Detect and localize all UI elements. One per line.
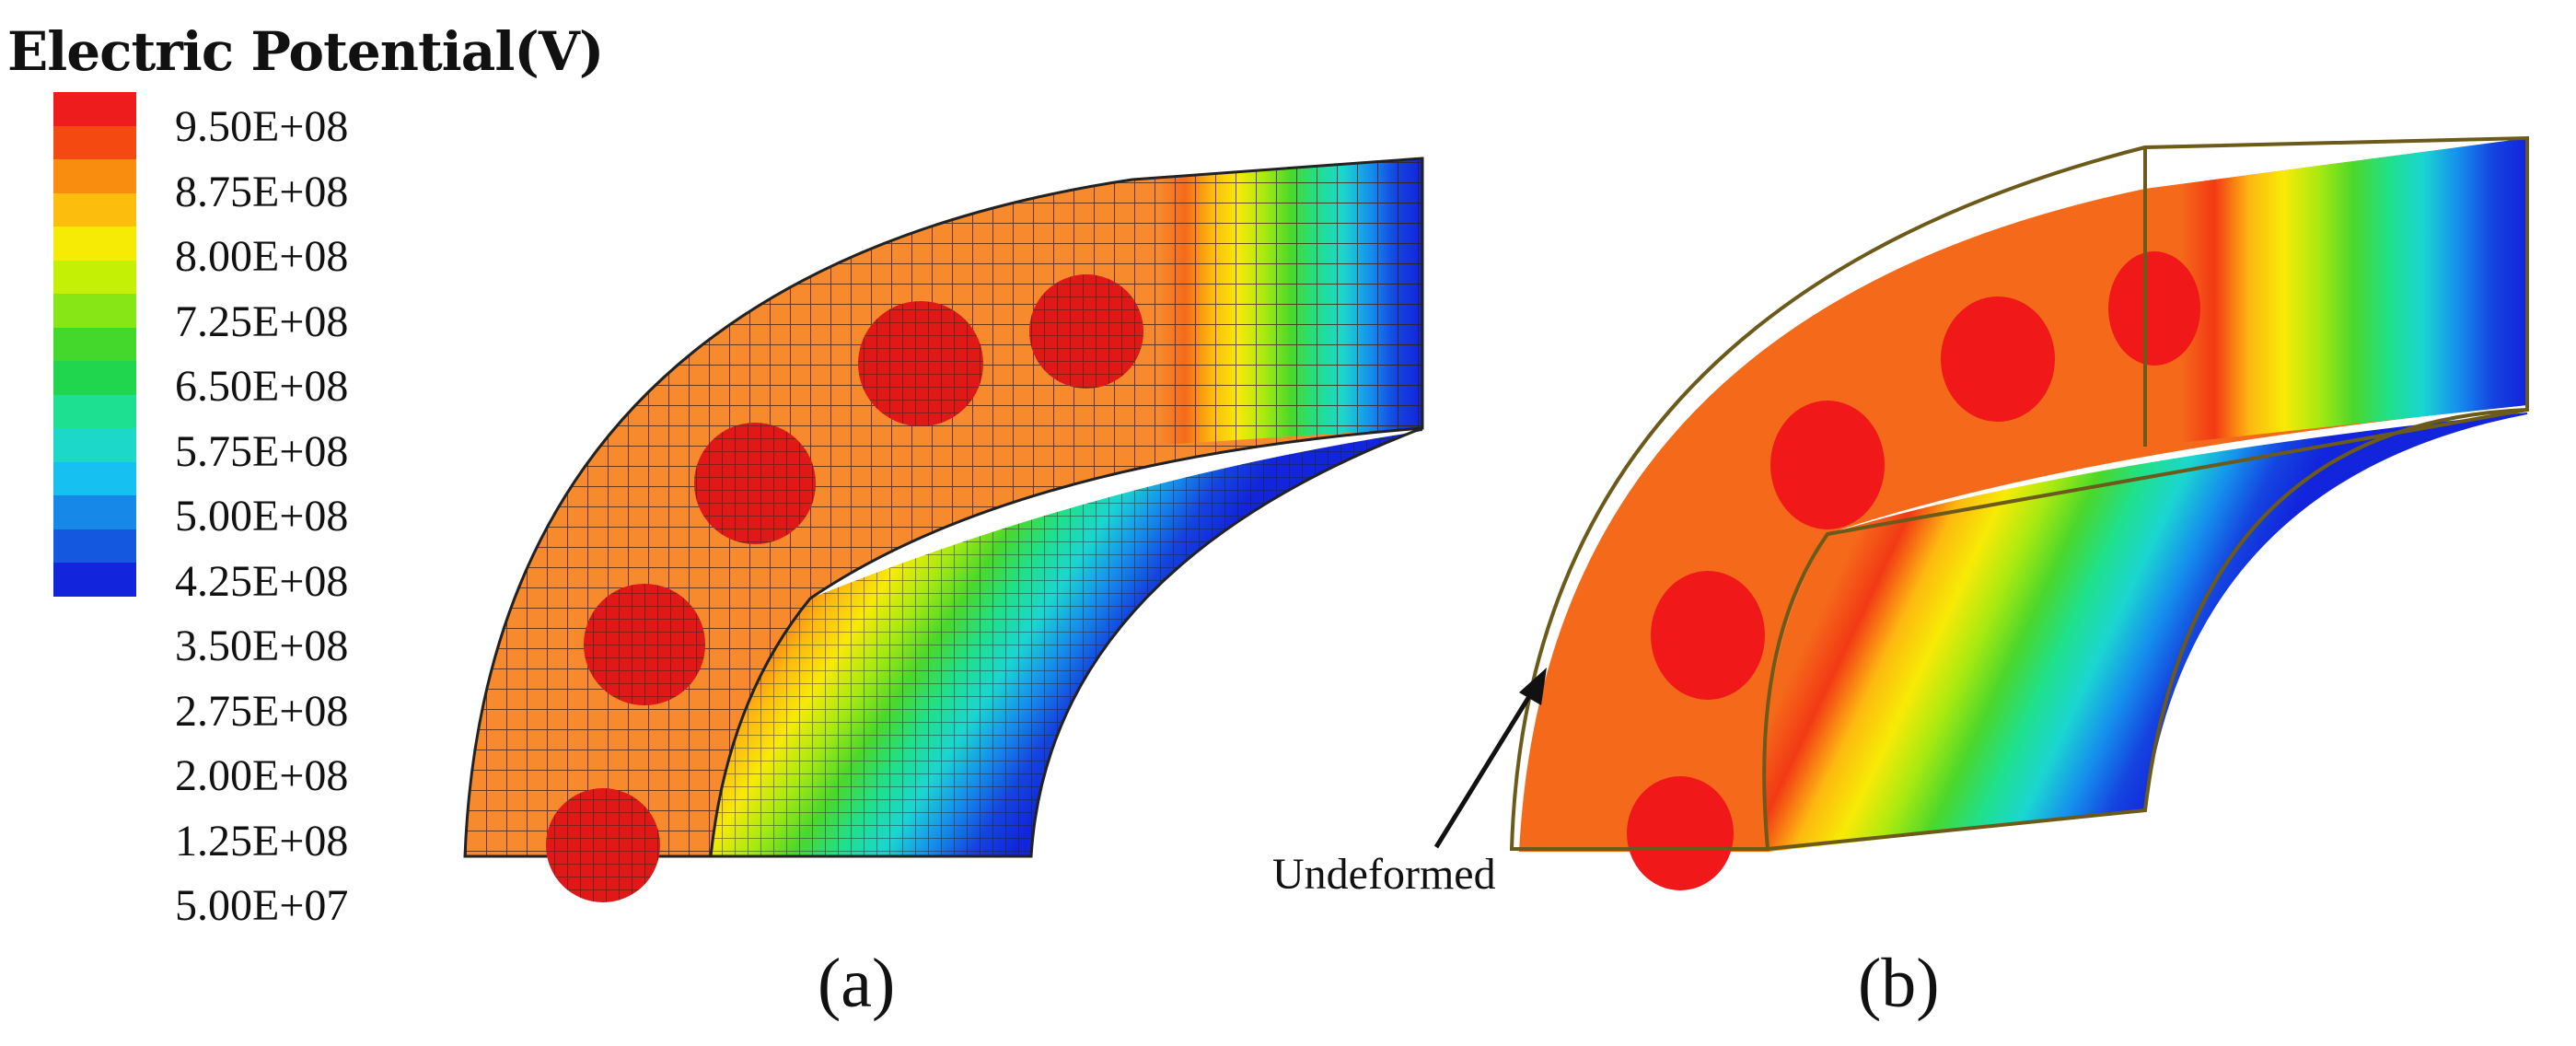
legend-swatch [53, 192, 136, 227]
legend-label: 6.50E+08 [175, 362, 349, 411]
legend-label: 8.75E+08 [175, 167, 349, 216]
legend-swatch [53, 361, 136, 395]
undeformed-arrow [1433, 668, 1547, 849]
legend-title: Electric Potential(V) [7, 20, 604, 83]
legend-swatch [53, 461, 136, 495]
panel-b-front-face [1764, 413, 2527, 852]
color-legend-bar [53, 92, 136, 597]
panel-a-fibers [546, 274, 1143, 902]
legend-label: 8.00E+08 [175, 232, 349, 281]
undeformed-label: Undeformed [1272, 850, 1496, 899]
legend-label: 9.50E+08 [175, 102, 349, 151]
legend-label: 5.00E+07 [175, 881, 349, 930]
panel-a-label: (a) [818, 945, 896, 1022]
panel-b-fibers [1627, 251, 2200, 890]
legend-swatch [53, 327, 136, 361]
legend-swatch [53, 227, 136, 261]
legend-swatch [53, 125, 136, 159]
legend-swatch [53, 294, 136, 328]
panel-b-label: (b) [1858, 945, 1940, 1022]
legend-label: 2.75E+08 [175, 686, 349, 736]
legend-swatch [53, 394, 136, 428]
panel-a-model [463, 157, 1424, 902]
legend-label: 4.25E+08 [175, 556, 349, 606]
legend-swatch [53, 428, 136, 462]
legend-swatch [53, 260, 136, 294]
legend-label: 3.50E+08 [175, 622, 349, 670]
undeformed-outline [1509, 135, 2529, 851]
legend-label: 5.75E+08 [175, 426, 349, 476]
legend-label: 5.00E+08 [175, 492, 349, 540]
legend-label: 7.25E+08 [175, 296, 349, 346]
legend-swatch [53, 563, 136, 597]
legend-label: 1.25E+08 [175, 816, 349, 866]
legend-swatch [53, 529, 136, 563]
legend-swatch [53, 159, 136, 193]
legend-label: 2.00E+08 [175, 751, 349, 800]
legend-swatch [53, 92, 136, 126]
panel-b-model [1509, 135, 2529, 890]
legend-swatch [53, 495, 136, 529]
